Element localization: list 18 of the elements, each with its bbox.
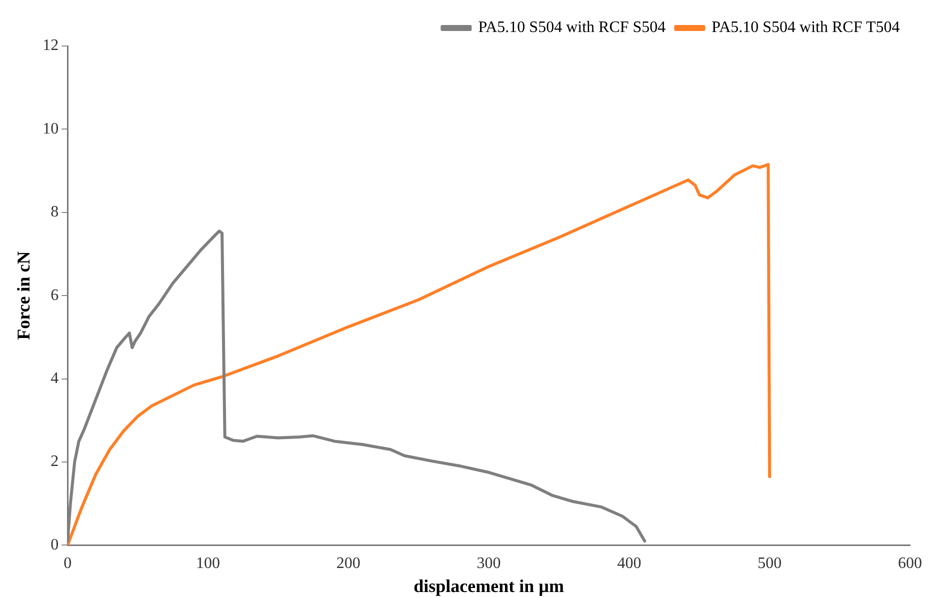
x-tick-label: 400 xyxy=(617,555,642,572)
y-tick-label: 8 xyxy=(50,204,59,221)
legend-label: PA5.10 S504 with RCF T504 xyxy=(712,19,900,36)
x-tick-label: 300 xyxy=(476,555,501,572)
y-tick-label: 4 xyxy=(50,370,59,388)
legend-label: PA5.10 S504 with RCF S504 xyxy=(478,19,666,36)
x-tick-label: 500 xyxy=(758,555,782,572)
y-tick-label: 12 xyxy=(42,37,59,54)
y-tick-label: 10 xyxy=(42,120,59,138)
y-axis-title: Force in cN xyxy=(13,251,34,340)
x-tick-label: 0 xyxy=(64,555,72,572)
y-tick-label: 0 xyxy=(50,536,59,554)
y-tick-label: 6 xyxy=(50,286,59,304)
x-axis-title: displacement in µm xyxy=(414,576,564,596)
x-tick-label: 200 xyxy=(336,555,360,572)
x-tick-label: 600 xyxy=(898,555,922,572)
y-tick-label: 2 xyxy=(50,453,59,470)
x-tick-label: 100 xyxy=(196,555,220,572)
